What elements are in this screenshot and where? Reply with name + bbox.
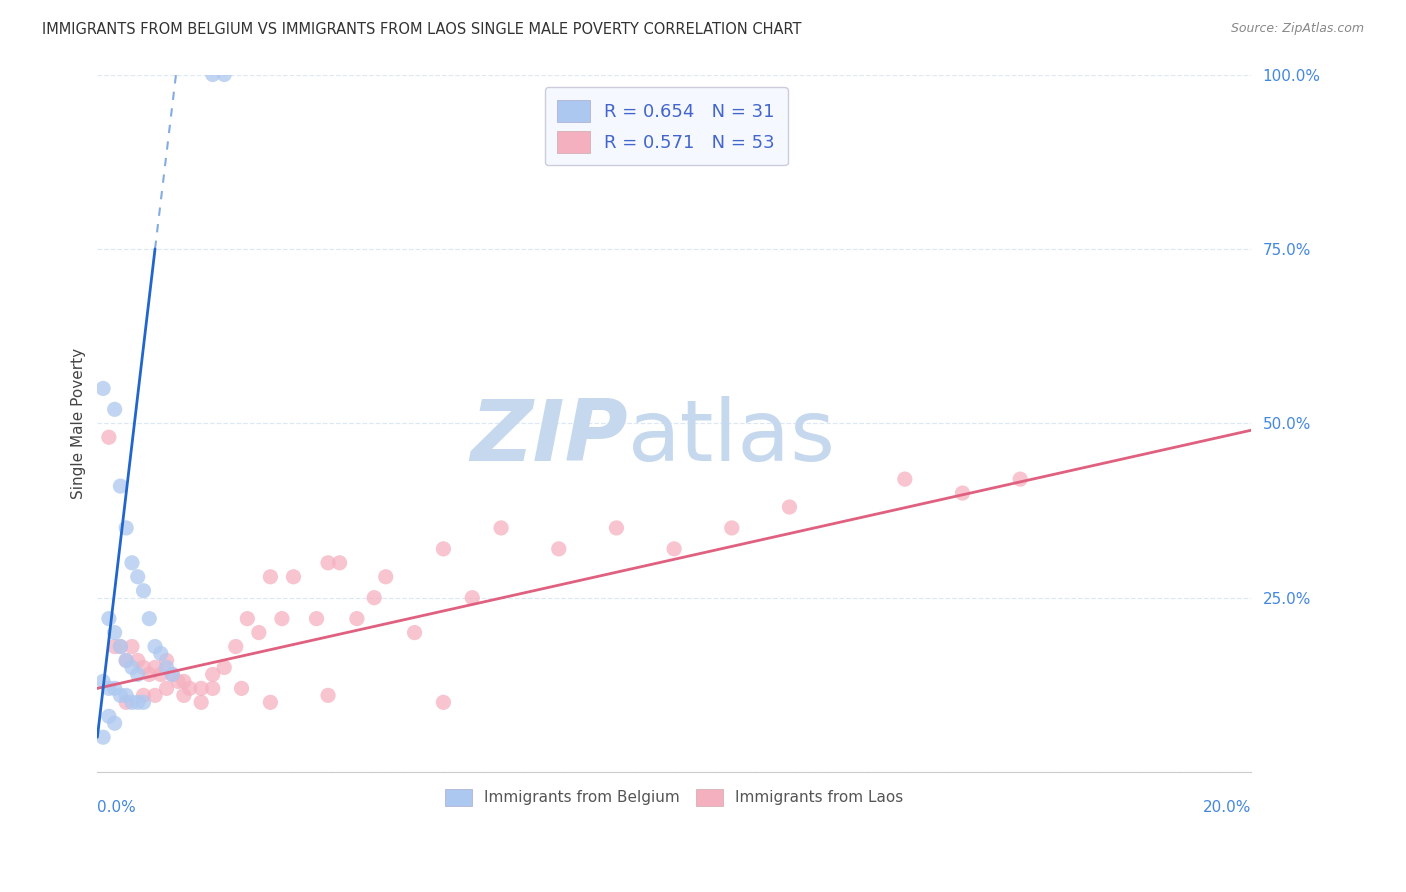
Point: [374, 570, 396, 584]
Point: [432, 541, 454, 556]
Point: [155, 660, 177, 674]
Point: [110, 640, 132, 654]
Point: [132, 695, 155, 709]
Point: [104, 640, 127, 654]
Point: [132, 689, 155, 703]
Point: [305, 612, 328, 626]
Point: [461, 591, 484, 605]
Point: [173, 689, 195, 703]
Point: [91, 730, 114, 744]
Point: [104, 625, 127, 640]
Point: [662, 541, 685, 556]
Point: [316, 556, 339, 570]
Point: [404, 625, 426, 640]
Point: [91, 381, 114, 395]
Point: [127, 570, 149, 584]
Point: [97, 709, 120, 723]
Y-axis label: Single Male Poverty: Single Male Poverty: [72, 348, 86, 499]
Point: [605, 521, 627, 535]
Point: [104, 681, 127, 696]
Point: [225, 640, 247, 654]
Text: IMMIGRANTS FROM BELGIUM VS IMMIGRANTS FROM LAOS SINGLE MALE POVERTY CORRELATION : IMMIGRANTS FROM BELGIUM VS IMMIGRANTS FR…: [42, 22, 801, 37]
Point: [489, 521, 512, 535]
Point: [547, 541, 569, 556]
Point: [110, 640, 132, 654]
Point: [115, 689, 138, 703]
Point: [110, 689, 132, 703]
Text: 0.0%: 0.0%: [97, 800, 136, 815]
Point: [115, 695, 138, 709]
Point: [115, 653, 138, 667]
Point: [259, 570, 281, 584]
Point: [121, 660, 143, 674]
Point: [212, 660, 235, 674]
Point: [104, 716, 127, 731]
Point: [162, 667, 184, 681]
Point: [155, 653, 177, 667]
Point: [952, 486, 974, 500]
Point: [155, 681, 177, 696]
Point: [127, 653, 149, 667]
Point: [143, 660, 166, 674]
Point: [190, 695, 212, 709]
Point: [190, 681, 212, 696]
Text: atlas: atlas: [628, 396, 837, 479]
Point: [104, 402, 127, 417]
Point: [121, 695, 143, 709]
Point: [329, 556, 352, 570]
Point: [110, 479, 132, 493]
Point: [115, 521, 138, 535]
Point: [162, 667, 184, 681]
Point: [316, 689, 339, 703]
Point: [346, 612, 368, 626]
Point: [132, 583, 155, 598]
Point: [259, 695, 281, 709]
Point: [231, 681, 253, 696]
Point: [236, 612, 259, 626]
Point: [138, 612, 160, 626]
Point: [143, 689, 166, 703]
Point: [179, 681, 201, 696]
Point: [201, 68, 224, 82]
Point: [127, 695, 149, 709]
Point: [271, 612, 294, 626]
Point: [149, 667, 172, 681]
Point: [432, 695, 454, 709]
Point: [121, 556, 143, 570]
Point: [149, 647, 172, 661]
Point: [201, 667, 224, 681]
Point: [212, 68, 235, 82]
Point: [115, 653, 138, 667]
Point: [97, 681, 120, 696]
Text: ZIP: ZIP: [471, 396, 628, 479]
Text: 20.0%: 20.0%: [1202, 800, 1251, 815]
Point: [779, 500, 801, 514]
Point: [363, 591, 385, 605]
Point: [173, 674, 195, 689]
Point: [138, 667, 160, 681]
Point: [283, 570, 305, 584]
Point: [97, 612, 120, 626]
Point: [127, 667, 149, 681]
Point: [97, 430, 120, 444]
Text: Source: ZipAtlas.com: Source: ZipAtlas.com: [1230, 22, 1364, 36]
Legend: Immigrants from Belgium, Immigrants from Laos: Immigrants from Belgium, Immigrants from…: [437, 781, 911, 814]
Point: [720, 521, 742, 535]
Point: [132, 660, 155, 674]
Point: [143, 640, 166, 654]
Point: [91, 674, 114, 689]
Point: [167, 674, 190, 689]
Point: [247, 625, 270, 640]
Point: [201, 681, 224, 696]
Point: [894, 472, 917, 486]
Point: [1010, 472, 1032, 486]
Point: [121, 640, 143, 654]
